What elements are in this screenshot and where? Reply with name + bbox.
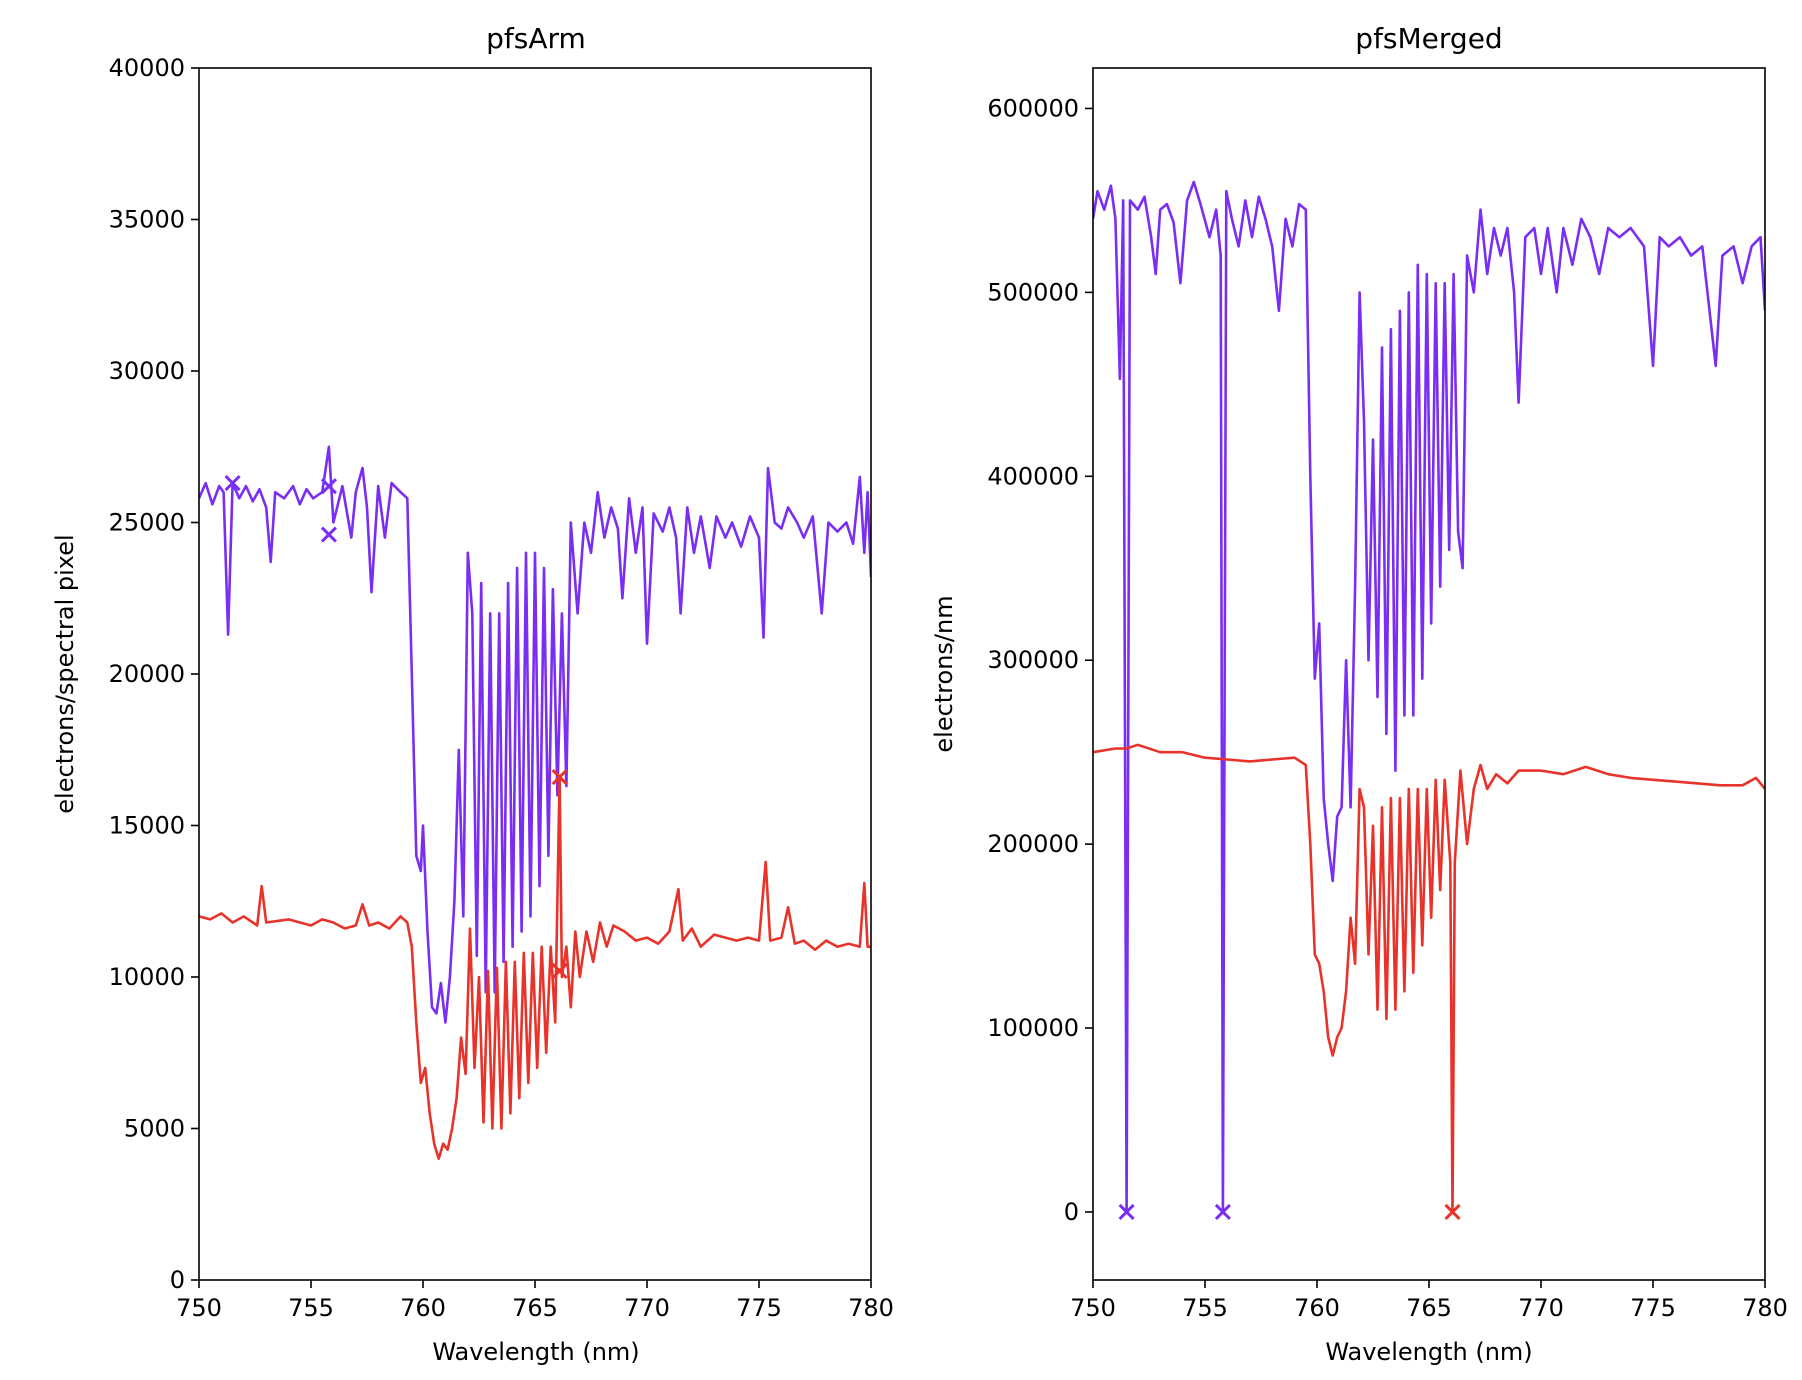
pfsmerged-ytick-label: 200000 xyxy=(987,830,1079,858)
pfsarm-purple-x-marker xyxy=(320,526,337,543)
pfsarm-xtick-label: 760 xyxy=(400,1294,446,1322)
pfsarm-purple-x-marker xyxy=(224,475,241,492)
pfsarm-ytick-label: 10000 xyxy=(109,963,185,991)
pfsmerged-xtick-label: 765 xyxy=(1406,1294,1452,1322)
pfsmerged-ytick-label: 0 xyxy=(1064,1198,1079,1226)
pfsarm-axes-frame xyxy=(198,67,872,1281)
pfsarm-series-purple-line xyxy=(199,445,871,1024)
pfsmerged-xtick-label: 770 xyxy=(1518,1294,1564,1322)
pfsmerged-ytick-label: 600000 xyxy=(987,94,1079,122)
pfsmerged-purple-x-marker xyxy=(1118,1203,1135,1221)
pfsarm-axes: pfsArm Wavelength (nm) electrons/spectra… xyxy=(51,22,894,1366)
pfsarm-ytick-label: 30000 xyxy=(109,357,185,385)
pfsarm-ytick-label: 15000 xyxy=(109,812,185,840)
pfsarm-purple-x-marker xyxy=(320,478,337,495)
pfsmerged-xtick-label: 780 xyxy=(1742,1294,1788,1322)
pfsarm-red-x-marker xyxy=(551,768,568,786)
pfsarm-xtick-label: 775 xyxy=(736,1294,782,1322)
pfsarm-xtick-label: 770 xyxy=(624,1294,670,1322)
pfsmerged-series-red-line xyxy=(1093,743,1765,1214)
pfsarm-ytick-label: 0 xyxy=(170,1266,185,1294)
pfsmerged-purple-x-marker xyxy=(1214,1203,1231,1221)
pfsarm-xtick-label: 755 xyxy=(288,1294,334,1322)
pfsarm-series-red-line xyxy=(199,775,871,1161)
pfsarm-ytick-label: 40000 xyxy=(109,54,185,82)
pfsmerged-axes-frame xyxy=(1092,67,1766,1281)
pfsmerged-xtick-label: 775 xyxy=(1630,1294,1676,1322)
pfsmerged-ytick-label: 300000 xyxy=(987,646,1079,674)
pfsmerged-title: pfsMerged xyxy=(1355,22,1502,55)
pfsarm-xtick-label: 750 xyxy=(176,1294,222,1322)
pfsmerged-ytick-label: 100000 xyxy=(987,1014,1079,1042)
pfsarm-ytick-label: 25000 xyxy=(109,509,185,537)
pfsarm-ytick-label: 20000 xyxy=(109,660,185,688)
pfsarm-title: pfsArm xyxy=(486,22,586,55)
pfsmerged-series-purple-line xyxy=(1093,180,1765,1214)
pfsmerged-xtick-label: 750 xyxy=(1070,1294,1116,1322)
pfsarm-red-x-marker xyxy=(551,962,568,980)
pfsmerged-xtick-label: 755 xyxy=(1182,1294,1228,1322)
pfsarm-ytick-label: 5000 xyxy=(124,1115,185,1143)
pfsarm-ytick-label: 35000 xyxy=(109,206,185,234)
pfsarm-xtick-label: 765 xyxy=(512,1294,558,1322)
pfsarm-xtick-label: 780 xyxy=(848,1294,894,1322)
pfsmerged-ylabel: electrons/nm xyxy=(930,595,958,752)
pfsarm-ylabel: electrons/spectral pixel xyxy=(51,534,79,813)
pfsmerged-axes: pfsMerged Wavelength (nm) electrons/nm 7… xyxy=(930,22,1788,1366)
pfsmerged-xlabel: Wavelength (nm) xyxy=(1325,1338,1532,1366)
pfsmerged-xtick-label: 760 xyxy=(1294,1294,1340,1322)
pfsmerged-ytick-label: 500000 xyxy=(987,278,1079,306)
pfsarm-xlabel: Wavelength (nm) xyxy=(432,1338,639,1366)
pfsmerged-ytick-label: 400000 xyxy=(987,462,1079,490)
pfsmerged-red-x-marker xyxy=(1444,1203,1461,1221)
